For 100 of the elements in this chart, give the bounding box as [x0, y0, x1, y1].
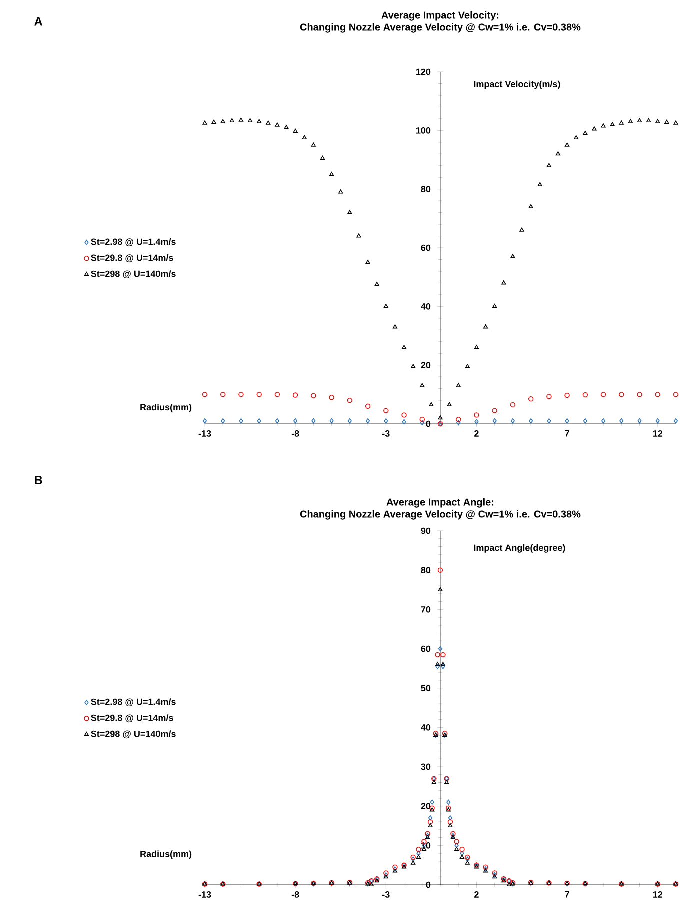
point: [574, 135, 579, 140]
point: [564, 142, 570, 147]
point: [275, 122, 280, 127]
point: [220, 392, 226, 398]
point: [448, 816, 453, 821]
point: [356, 234, 362, 238]
point: [474, 419, 479, 425]
point: [450, 831, 456, 836]
point: [520, 228, 524, 232]
point: [428, 823, 433, 828]
point: [460, 850, 464, 856]
point: [384, 870, 389, 876]
point: [202, 392, 208, 398]
point: [474, 345, 480, 350]
point: [673, 392, 679, 398]
point: [365, 404, 371, 410]
x-tick-label: -13: [198, 430, 212, 437]
point: [302, 135, 307, 140]
point: [510, 254, 516, 258]
point: [547, 418, 552, 424]
point: [546, 394, 552, 400]
point: [454, 847, 460, 852]
x-tick-label: 12: [653, 892, 663, 898]
chart-subtitle: Changing Nozzle Average Velocity @ Cw=1% i.e. Cv=0.38%: [300, 510, 581, 520]
y-tick-label: 100: [416, 127, 431, 134]
point: [392, 864, 398, 870]
point: [546, 163, 552, 168]
point: [583, 131, 588, 136]
point: [438, 568, 444, 573]
point: [435, 662, 440, 666]
point: [564, 392, 570, 398]
point: [441, 664, 446, 670]
point: [402, 412, 407, 418]
point: [384, 304, 388, 308]
x-axis-title: Radius(mm): [140, 850, 192, 860]
point: [430, 800, 434, 806]
point: [411, 364, 416, 368]
point: [610, 122, 615, 126]
point: [435, 652, 440, 658]
point: [600, 392, 606, 398]
x-tick-label: 12: [653, 430, 663, 437]
point: [592, 126, 597, 131]
point: [311, 142, 316, 147]
point: [256, 392, 262, 398]
point: [456, 420, 461, 426]
text: B: [35, 476, 42, 484]
point: [312, 418, 316, 424]
point: [637, 392, 642, 398]
y-axis-title: Impact Velocity(m/s): [474, 80, 560, 90]
y-tick-label: 60: [421, 244, 431, 252]
x-tick-label: -13: [198, 892, 212, 898]
point: [416, 850, 421, 856]
y-tick-label: 20: [421, 803, 431, 810]
x-tick-label: -3: [382, 430, 390, 437]
y-tick-label: 0: [426, 420, 431, 428]
point: [601, 124, 606, 128]
point: [238, 392, 244, 398]
point: [294, 418, 298, 424]
point: [483, 864, 488, 870]
x-tick-label: -8: [292, 430, 300, 437]
point: [656, 418, 660, 424]
chart-subtitle: Changing Nozzle Average Velocity @ Cw=1% i.e. Cv=0.38%: [300, 23, 581, 33]
point: [202, 120, 208, 125]
point: [529, 418, 534, 424]
y-tick-label: 40: [421, 303, 431, 310]
point: [411, 860, 416, 865]
y-tick-label: 0: [426, 882, 431, 888]
y-tick-label: 30: [421, 764, 431, 770]
point: [428, 819, 434, 825]
point: [444, 780, 450, 784]
point: [420, 417, 425, 422]
point: [620, 418, 624, 424]
point: [402, 419, 406, 425]
point: [448, 819, 454, 825]
point: [460, 847, 465, 852]
x-tick-label: -3: [382, 892, 390, 898]
point: [474, 412, 480, 418]
y-axis-title: Impact Angle(degree): [474, 544, 566, 553]
point: [502, 280, 506, 285]
point: [420, 383, 425, 388]
chart-title: Average Impact Velocity:: [382, 11, 499, 21]
point: [456, 417, 462, 422]
point: [429, 402, 434, 406]
y-tick-label: 80: [421, 567, 431, 574]
point: [492, 304, 498, 308]
x-tick-label: 7: [565, 892, 570, 898]
point: [638, 418, 642, 424]
point: [460, 854, 465, 859]
point: [230, 118, 234, 123]
legend-label: St=2.98 @ U=1.4m/s: [91, 238, 176, 246]
point: [293, 128, 298, 134]
legend-label: St=2.98 @ U=1.4m/s: [91, 698, 176, 707]
point: [257, 119, 262, 124]
point: [392, 324, 398, 329]
point: [440, 652, 446, 658]
point: [330, 418, 334, 424]
point: [238, 118, 244, 122]
point: [366, 260, 370, 264]
point: [538, 182, 542, 186]
point: [601, 418, 606, 424]
